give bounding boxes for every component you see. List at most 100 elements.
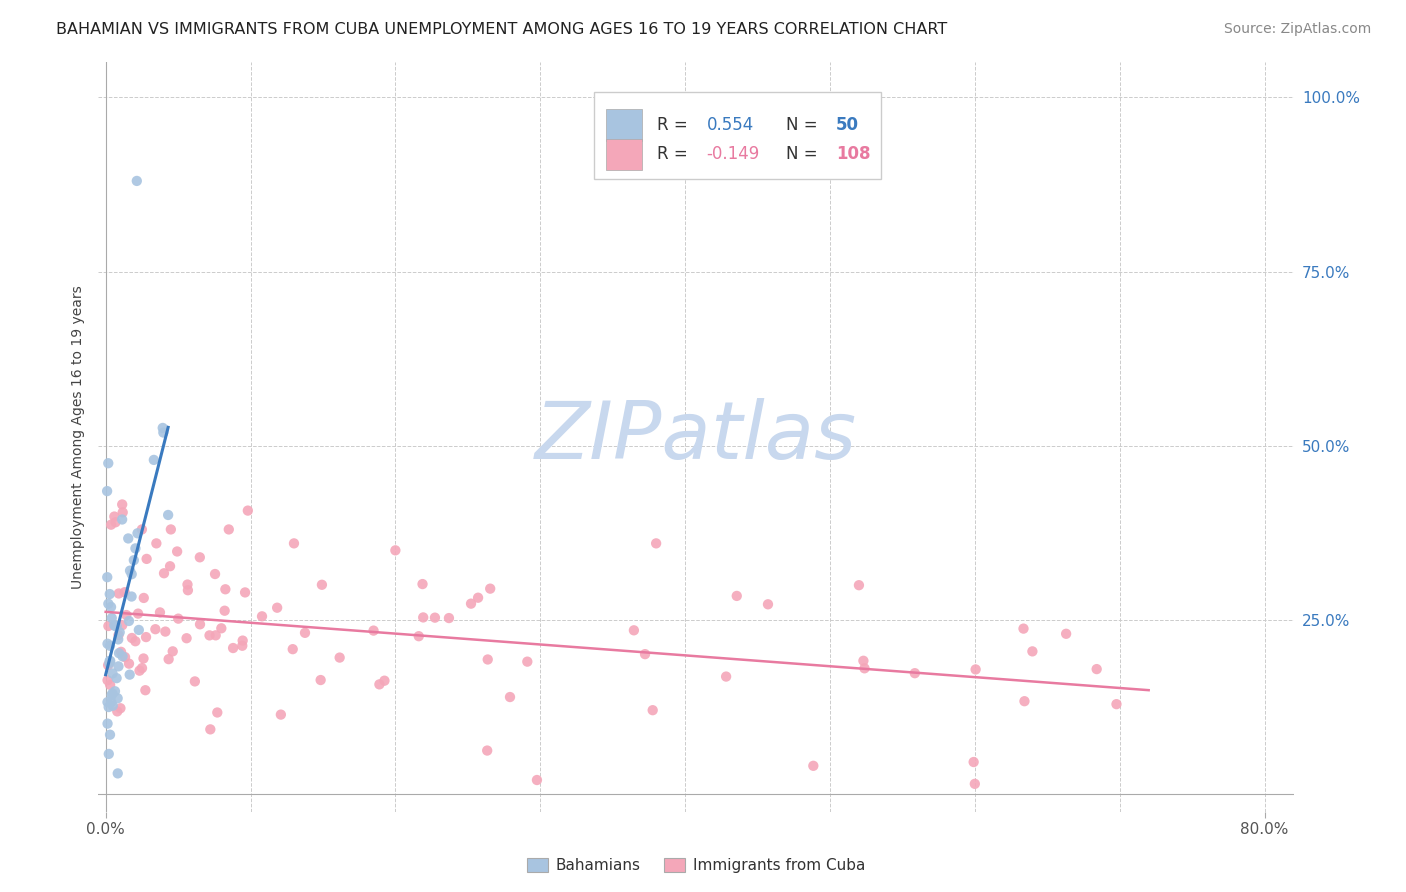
Point — [963, 777, 986, 791]
Point — [204, 567, 226, 582]
Point — [218, 523, 240, 537]
Point — [167, 612, 190, 626]
Point — [111, 505, 134, 519]
Point — [96, 716, 118, 731]
Point — [166, 544, 188, 558]
Point — [98, 654, 121, 668]
Point — [128, 623, 150, 637]
Point — [121, 631, 143, 645]
Point — [134, 683, 156, 698]
Point — [368, 677, 391, 691]
Point — [118, 564, 141, 578]
Point — [145, 622, 167, 636]
Point — [152, 425, 174, 440]
Point — [107, 659, 129, 673]
Point — [125, 174, 148, 188]
Point — [848, 578, 870, 592]
Point — [516, 655, 538, 669]
Y-axis label: Unemployment Among Ages 16 to 19 years: Unemployment Among Ages 16 to 19 years — [70, 285, 84, 589]
Point — [157, 508, 180, 522]
Point — [962, 755, 984, 769]
Point — [97, 619, 120, 633]
Point — [250, 609, 273, 624]
Point — [266, 600, 288, 615]
Point — [176, 577, 198, 591]
Point — [412, 610, 434, 624]
Point — [111, 498, 134, 512]
Point — [121, 567, 143, 582]
Point — [105, 705, 128, 719]
FancyBboxPatch shape — [606, 139, 643, 170]
Text: 0.554: 0.554 — [707, 116, 754, 134]
Point — [105, 619, 128, 633]
Point — [114, 585, 136, 599]
Point — [117, 532, 139, 546]
Point — [214, 604, 236, 618]
Point — [233, 585, 256, 599]
Point — [756, 597, 779, 611]
Point — [121, 590, 143, 604]
Point — [853, 661, 876, 675]
Point — [363, 624, 385, 638]
Point — [904, 666, 927, 681]
Point — [232, 633, 254, 648]
Point — [412, 577, 434, 591]
Point — [477, 652, 499, 666]
Point — [96, 695, 118, 709]
Point — [160, 523, 183, 537]
Point — [97, 747, 120, 761]
Point — [152, 421, 174, 435]
Point — [107, 628, 129, 642]
Point — [283, 536, 305, 550]
Point — [100, 695, 122, 709]
Point — [118, 614, 141, 628]
Point — [184, 674, 207, 689]
Point — [131, 523, 153, 537]
Point — [100, 517, 122, 532]
Text: R =: R = — [657, 145, 693, 163]
Point — [176, 632, 198, 646]
Text: 108: 108 — [835, 145, 870, 163]
Point — [104, 516, 127, 530]
Point — [198, 628, 221, 642]
Point — [108, 625, 131, 640]
Point — [103, 618, 125, 632]
Point — [479, 582, 502, 596]
Point — [105, 671, 128, 685]
Point — [309, 673, 332, 687]
Text: N =: N = — [786, 145, 823, 163]
Point — [155, 624, 177, 639]
Text: R =: R = — [657, 116, 693, 134]
Point — [98, 654, 121, 668]
Point — [281, 642, 304, 657]
Point — [97, 456, 120, 470]
Point — [100, 599, 122, 614]
Point — [801, 759, 824, 773]
Point — [526, 772, 548, 787]
Point — [714, 669, 737, 683]
Text: ZIPatlas: ZIPatlas — [534, 398, 858, 476]
Point — [153, 566, 176, 581]
Point — [96, 570, 118, 584]
Point — [236, 503, 259, 517]
Point — [623, 624, 645, 638]
Point — [104, 684, 127, 698]
Point — [96, 484, 118, 499]
Point — [142, 453, 165, 467]
Point — [115, 608, 138, 623]
Point — [132, 651, 155, 665]
Point — [114, 650, 136, 665]
Point — [101, 666, 124, 681]
Point — [100, 611, 122, 625]
Point — [111, 649, 134, 664]
Text: -0.149: -0.149 — [707, 145, 761, 163]
Point — [188, 617, 211, 632]
Point — [1085, 662, 1108, 676]
Point — [177, 583, 200, 598]
Text: N =: N = — [786, 116, 823, 134]
Point — [1054, 627, 1077, 641]
Point — [107, 632, 129, 647]
Point — [98, 678, 121, 692]
Point — [110, 701, 132, 715]
Point — [725, 589, 748, 603]
